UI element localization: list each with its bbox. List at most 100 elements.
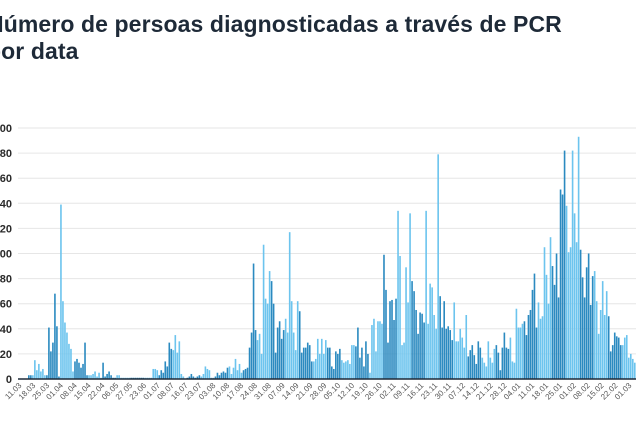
bar (272, 303, 275, 379)
bar (152, 368, 155, 379)
bar (160, 370, 163, 379)
bar (110, 375, 112, 379)
bar (397, 210, 399, 379)
bar (375, 351, 377, 379)
bar (234, 358, 237, 379)
bar (551, 266, 554, 379)
bar (467, 356, 470, 379)
bar (417, 333, 419, 379)
bar (503, 332, 506, 379)
bar (246, 367, 249, 379)
y-tick-label: 180 (0, 148, 12, 160)
bar (28, 375, 30, 379)
bar (377, 321, 379, 379)
bar (361, 347, 363, 380)
bar (347, 360, 349, 379)
y-axis-labels: 0 20 40 60 80 100 120 140 160 180 200 (0, 123, 12, 386)
bar (50, 351, 52, 379)
bar (475, 363, 478, 379)
bar (256, 340, 259, 379)
y-tick-label: 0 (6, 374, 12, 386)
bar (557, 297, 560, 379)
y-tick-label: 60 (0, 299, 12, 311)
bar (349, 363, 351, 379)
bar (355, 346, 357, 379)
bar (501, 347, 504, 380)
bar (68, 343, 70, 379)
bar (555, 253, 558, 379)
bar (56, 326, 58, 379)
bar (60, 204, 62, 379)
bar (471, 345, 474, 379)
bar (290, 301, 293, 379)
bar (611, 345, 614, 379)
bar (429, 283, 431, 379)
bar (232, 367, 235, 379)
bar (218, 375, 221, 379)
bar (621, 345, 624, 379)
bar (481, 357, 484, 379)
bar (337, 353, 339, 379)
bar (264, 298, 267, 379)
bar (333, 368, 335, 379)
bar (324, 340, 327, 379)
bar (70, 348, 72, 379)
bar (399, 256, 401, 379)
bar (46, 375, 48, 379)
bar (625, 335, 628, 379)
bar (282, 330, 285, 379)
bar (74, 361, 76, 379)
bar (619, 345, 622, 379)
bar (341, 360, 343, 379)
bar (320, 338, 323, 379)
bar (170, 348, 173, 379)
bar (491, 362, 494, 379)
bar (513, 362, 516, 379)
bar (507, 348, 510, 379)
bar (413, 291, 415, 379)
bar (202, 373, 205, 379)
bar (260, 353, 263, 379)
y-tick-label: 140 (0, 198, 12, 210)
bar (367, 353, 369, 379)
bar (240, 372, 243, 379)
bar (447, 326, 449, 379)
bar (310, 361, 313, 379)
bar (571, 150, 574, 379)
bar (353, 345, 355, 379)
bar (224, 372, 227, 379)
bar (427, 323, 429, 379)
bar (90, 375, 92, 379)
bar (58, 376, 60, 379)
bar (190, 373, 193, 379)
x-axis-labels: 11.0318.0325.0301.0408.0415.0422.0406.05… (3, 381, 633, 402)
bar (302, 347, 305, 380)
bar (40, 371, 42, 379)
bar (575, 242, 578, 379)
bar (465, 315, 468, 379)
bar (351, 345, 353, 379)
bar (278, 321, 281, 379)
bar (505, 347, 508, 380)
bar (162, 372, 165, 379)
bar (42, 368, 44, 379)
bar (38, 363, 40, 379)
bar (581, 277, 584, 379)
bar (601, 281, 604, 379)
bar (509, 337, 512, 379)
bar (597, 333, 600, 379)
bar (294, 350, 297, 379)
bar (102, 362, 104, 379)
bar (274, 352, 277, 379)
bar (314, 358, 317, 379)
bar (441, 327, 443, 379)
bar (236, 370, 239, 379)
bar (345, 361, 347, 379)
bar (62, 301, 64, 379)
bar (166, 366, 169, 379)
bar (419, 312, 421, 379)
bars (28, 136, 636, 380)
bar (96, 376, 98, 379)
bar (192, 376, 195, 379)
